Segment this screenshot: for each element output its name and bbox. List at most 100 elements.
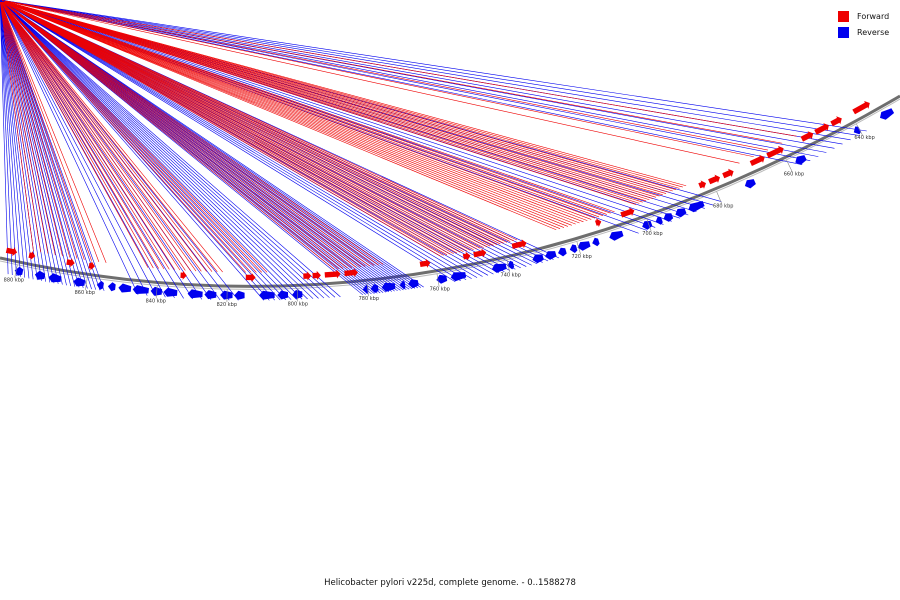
gene-label: HPV225_0819 bbox=[0, 0, 35, 3]
gene-label: HPV225_0826 bbox=[0, 0, 35, 3]
label-leader-line bbox=[0, 0, 441, 257]
gene-label: ftsY bbox=[0, 0, 10, 3]
gene-label: HPV225_0877 bbox=[0, 0, 35, 3]
label-leader-line bbox=[0, 0, 353, 268]
gene-label: HPV225_0856 bbox=[0, 0, 35, 3]
scale-tick-label: 740 kbp bbox=[501, 272, 521, 278]
reverse-gene-arrow bbox=[408, 279, 419, 289]
gene-label: greA bbox=[0, 0, 12, 3]
label-leader-line bbox=[0, 0, 384, 265]
gene-label: HPV225_0732 bbox=[0, 0, 35, 3]
gene-label: secA bbox=[0, 0, 12, 3]
reverse-gene-arrow bbox=[277, 290, 289, 300]
reverse-gene-arrow bbox=[491, 263, 507, 273]
gene-label: HPV225_0691 bbox=[0, 0, 35, 3]
label-leader-line bbox=[0, 0, 21, 277]
reverse-gene-arrow bbox=[450, 272, 467, 282]
gene-label: HPV225_0703 bbox=[0, 0, 35, 3]
label-leader-line bbox=[0, 0, 17, 276]
gene-label: HPV225_0774 bbox=[0, 0, 35, 3]
gene-label: dut bbox=[0, 0, 8, 3]
gene-label: HPV225_0748 bbox=[0, 0, 35, 3]
label-leader-line bbox=[0, 0, 740, 164]
scale-tick-label: 680 kbp bbox=[713, 203, 733, 209]
gene-label: HPV225_0834 bbox=[0, 0, 35, 3]
gene-label: aroC bbox=[0, 0, 12, 3]
gene-label: HPV225_0862 bbox=[0, 0, 35, 3]
gene-label: HPV225_0710 bbox=[0, 0, 35, 3]
label-leader-line bbox=[0, 0, 303, 300]
label-leader-line bbox=[0, 0, 680, 189]
gene-label: hemN bbox=[0, 0, 15, 3]
gene-label: HPV225_0698 bbox=[0, 0, 35, 3]
reverse-gene-arrow bbox=[163, 287, 178, 297]
gene-labels: ruvCcdhdutlpxBflgErfaDrfaEgmhAgreAgmhBHP… bbox=[0, 0, 35, 3]
gene-label: HPV225_0765 bbox=[0, 0, 35, 3]
gene-label: flhB bbox=[0, 0, 10, 3]
gene-label: serB bbox=[0, 0, 11, 3]
gene-label: HPV225_0851 bbox=[0, 0, 35, 3]
gene-label: HPV225_0773 bbox=[0, 0, 35, 3]
gene-label: HPV225_0686 bbox=[0, 0, 35, 3]
gene-label: lpxB bbox=[0, 0, 11, 3]
label-leader-line bbox=[0, 0, 471, 251]
label-leader-line bbox=[0, 0, 819, 157]
label-leader-line bbox=[0, 0, 565, 228]
gene-label: HPV225_0825 bbox=[0, 0, 35, 3]
label-leader-line bbox=[0, 0, 514, 242]
label-leader-line bbox=[0, 0, 157, 297]
reverse-gene-arrow bbox=[507, 260, 515, 270]
gene-label: acnB bbox=[0, 0, 13, 3]
gene-label: HPV225_0733 bbox=[0, 0, 35, 3]
gene-label: HPV225_0763 bbox=[0, 0, 35, 3]
gene-label: HPV225_0678 bbox=[0, 0, 35, 3]
gene-label: thiE bbox=[0, 0, 10, 3]
gene-label: HPV225_0764 bbox=[0, 0, 35, 3]
scale-tick-label: 640 kbp bbox=[854, 135, 874, 141]
label-leader-line bbox=[0, 0, 672, 222]
label-leader-line bbox=[0, 0, 468, 252]
reverse-gene-arrow bbox=[675, 208, 687, 218]
label-leader-line bbox=[0, 0, 362, 268]
label-leader-line bbox=[0, 0, 41, 253]
gene-label: trxB bbox=[0, 0, 10, 3]
label-leader-line bbox=[0, 0, 754, 158]
scale-tick bbox=[506, 259, 511, 273]
label-leader-line bbox=[0, 0, 221, 301]
gene-label: HPV225_0690 bbox=[0, 0, 35, 3]
forward-gene-arrow bbox=[852, 101, 870, 115]
label-leader-line bbox=[0, 0, 56, 255]
gene-label: HPV225_0806 bbox=[0, 0, 35, 3]
map-caption: Helicobacter pylori v225d, complete geno… bbox=[324, 578, 576, 588]
label-leader-line bbox=[0, 0, 92, 290]
gene-label: gmhB bbox=[0, 0, 15, 3]
label-leader-line bbox=[0, 0, 357, 268]
gene-label: HPV225_0858 bbox=[0, 0, 35, 3]
gene-label: hypA bbox=[0, 0, 13, 3]
gene-label: rfaD bbox=[0, 0, 11, 3]
reverse-gene-arrow bbox=[558, 247, 567, 257]
legend-item-forward: Forward bbox=[838, 8, 898, 24]
scale-ticks: 880 kbp 860 kbp 840 kbp 820 kbp 800 kbp 780 k… bbox=[4, 123, 875, 308]
forward-gene-arrow bbox=[66, 258, 75, 268]
gene-label: HPV225_0661 bbox=[0, 0, 35, 3]
gene-label: HPV225_0838 bbox=[0, 0, 35, 3]
gene-label: HPV225_0743 bbox=[0, 0, 35, 3]
label-leader-line bbox=[0, 0, 84, 288]
reverse-gene-arrow bbox=[399, 280, 406, 290]
label-leader-line bbox=[0, 0, 568, 227]
gene-label: HPV225_0741 bbox=[0, 0, 35, 3]
label-leader-line bbox=[0, 0, 640, 204]
label-leader-line bbox=[0, 0, 148, 296]
forward-gene-arrow bbox=[814, 123, 829, 135]
label-leader-line bbox=[0, 0, 683, 188]
label-leader-line bbox=[0, 0, 325, 299]
label-leader-line bbox=[0, 0, 191, 271]
label-leader-line bbox=[0, 0, 797, 137]
gene-label: HPV225_0767 bbox=[0, 0, 35, 3]
reverse-gene-arrow bbox=[187, 289, 203, 299]
label-leader-line bbox=[0, 0, 59, 284]
gene-label: HPV225_0749 bbox=[0, 0, 35, 3]
gene-label: feoB bbox=[0, 0, 11, 3]
